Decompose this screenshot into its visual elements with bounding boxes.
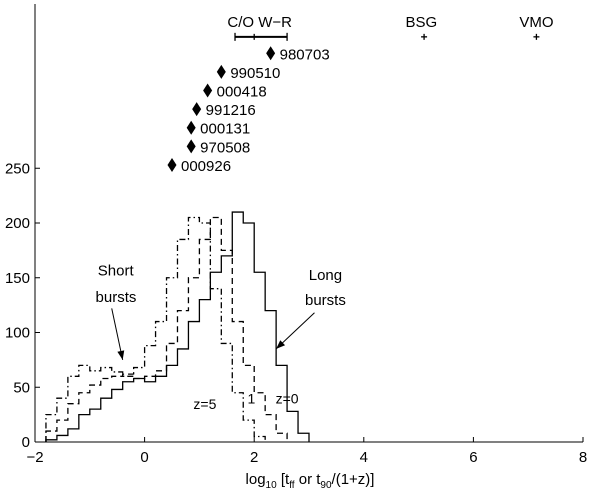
histogram-series-2 [45, 216, 266, 442]
annotation-text: Long [309, 267, 342, 284]
grb-marker [266, 46, 276, 61]
y-tick-label: 0 [22, 434, 30, 451]
progenitor-label: C/O W−R [227, 14, 292, 31]
y-tick-label: 250 [5, 160, 30, 177]
arrow-head [117, 350, 125, 360]
annotation-text: bursts [305, 292, 346, 309]
plot-area: −2 0 2 4 6 8050100150200250z=01z=5Shortbursts… [5, 4, 587, 466]
x-tick-label: 8 [579, 449, 587, 466]
progenitor-label: VMO [519, 14, 553, 31]
grb-label: 000131 [200, 121, 250, 138]
grb-marker [186, 139, 196, 154]
y-tick-label: 50 [13, 379, 30, 396]
x-tick-label: 0 [140, 449, 148, 466]
grb-marker [216, 64, 226, 79]
annotation-text: bursts [96, 289, 137, 306]
grb-label: 970508 [200, 139, 250, 156]
histogram-series-0 [45, 211, 310, 442]
annotation-text: Short [98, 263, 135, 280]
curve-label: 1 [248, 391, 256, 407]
grb-marker [186, 120, 196, 135]
progenitor-label: BSG [405, 14, 437, 31]
curve-label: z=5 [193, 396, 216, 412]
x-axis-label: log10 [tff or t90/(1+z)] [246, 471, 375, 491]
grb-label: 991216 [206, 102, 256, 119]
grb-label: 000926 [181, 158, 231, 175]
histogram-series-1 [45, 216, 288, 442]
x-tick-label: 4 [360, 449, 368, 466]
x-tick-label: −2 [26, 449, 43, 466]
curve-label: z=0 [276, 391, 299, 407]
grb-label: 980703 [280, 46, 330, 63]
x-tick-label: 6 [469, 449, 477, 466]
grb-label: 000418 [217, 84, 267, 101]
grb-marker [192, 102, 202, 117]
y-tick-label: 200 [5, 215, 30, 232]
y-tick-label: 100 [5, 325, 30, 342]
grb-marker [167, 157, 177, 172]
arrow-head [276, 340, 286, 349]
x-tick-label: 2 [250, 449, 258, 466]
grb-label: 990510 [230, 65, 280, 82]
y-tick-label: 150 [5, 270, 30, 287]
grb-marker [203, 83, 213, 98]
